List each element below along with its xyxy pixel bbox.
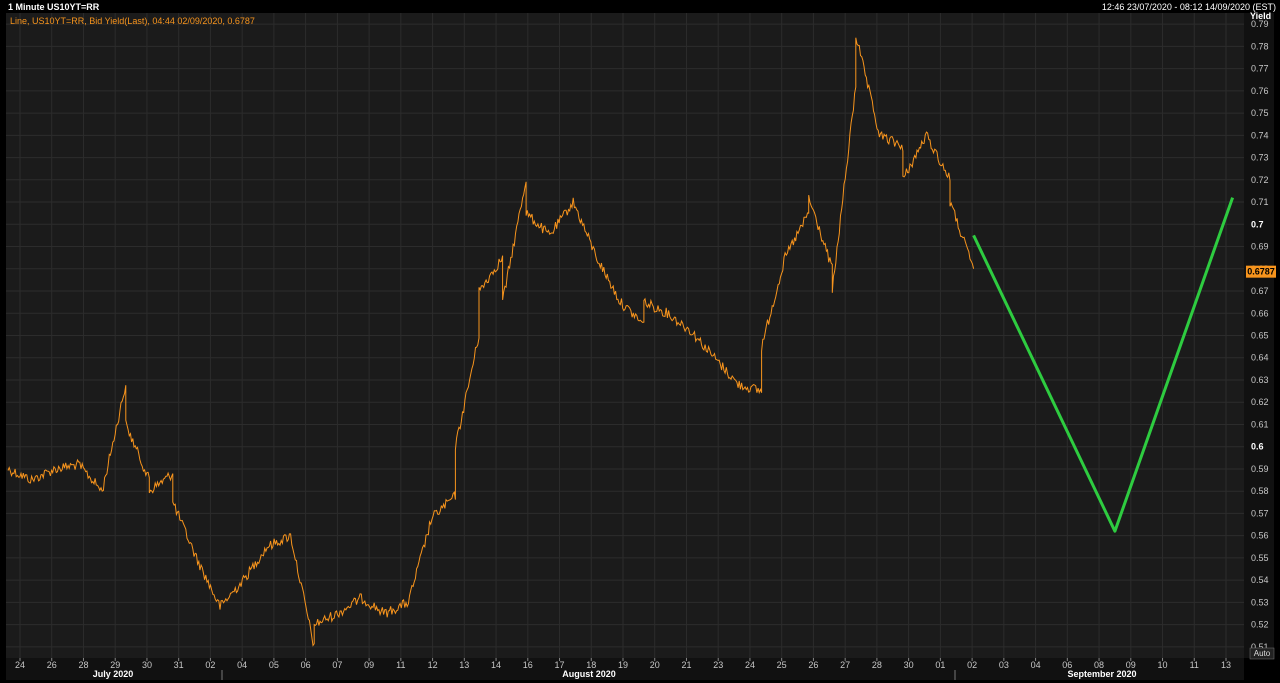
last-value-tag-text: 0.6787 bbox=[1247, 267, 1275, 277]
x-tick-label: 13 bbox=[459, 660, 469, 670]
x-tick-label: 31 bbox=[174, 660, 184, 670]
y-tick-label: 0.76 bbox=[1251, 86, 1269, 96]
auto-button[interactable]: Auto bbox=[1249, 647, 1275, 660]
legend-text: Line, US10YT=RR, Bid Yield(Last), 04:44 … bbox=[10, 16, 255, 26]
y-tick-label: 0.54 bbox=[1251, 575, 1269, 585]
x-tick-label: 12 bbox=[428, 660, 438, 670]
x-tick-label: 04 bbox=[1031, 660, 1041, 670]
y-tick-label: 0.61 bbox=[1251, 419, 1269, 429]
y-tick-label: 0.53 bbox=[1251, 597, 1269, 607]
auto-button-label[interactable]: Auto bbox=[1254, 649, 1271, 658]
x-tick-label: 07 bbox=[332, 660, 342, 670]
y-tick-label: 0.75 bbox=[1251, 108, 1269, 118]
x-tick-label: 19 bbox=[618, 660, 628, 670]
x-tick-label: 28 bbox=[872, 660, 882, 670]
right-axis-panel bbox=[1244, 13, 1274, 658]
x-tick-label: 05 bbox=[269, 660, 279, 670]
y-tick-label: 0.57 bbox=[1251, 508, 1269, 518]
x-tick-label: 25 bbox=[777, 660, 787, 670]
x-tick-label: 30 bbox=[904, 660, 914, 670]
x-tick-label: 02 bbox=[205, 660, 215, 670]
y-tick-label: 0.73 bbox=[1251, 153, 1269, 163]
x-tick-label: 29 bbox=[110, 660, 120, 670]
x-tick-label: 20 bbox=[650, 660, 660, 670]
y-axis-title: Yield bbox=[1250, 11, 1271, 21]
x-tick-label: 04 bbox=[237, 660, 247, 670]
x-tick-label: 24 bbox=[15, 660, 25, 670]
bottom-axis-panel bbox=[6, 658, 1244, 680]
x-tick-label: 21 bbox=[681, 660, 691, 670]
x-tick-label: 01 bbox=[935, 660, 945, 670]
x-tick-label: 13 bbox=[1221, 660, 1231, 670]
x-axis-ticks: 24 26 28 29 30 31 02 04 05 06 07 09 11 12 13 14 16 17 18 19… bbox=[15, 658, 1231, 670]
series-lines bbox=[7, 37, 1235, 647]
x-tick-label: 09 bbox=[1126, 660, 1136, 670]
x-tick-label: 09 bbox=[364, 660, 374, 670]
x-tick-label: 17 bbox=[555, 660, 565, 670]
header-title: 1 Minute US10YT=RR bbox=[8, 2, 100, 12]
y-tick-label: 0.51 bbox=[1251, 642, 1269, 652]
y-tick-label: 0.59 bbox=[1251, 464, 1269, 474]
x-tick-label: 28 bbox=[78, 660, 88, 670]
y-axis-ticks: 0.51 0.52 0.53 0.54 0.55 0.56 0.57 0.58 0.59 0.6 0… bbox=[1251, 19, 1269, 652]
x-tick-label: 02 bbox=[967, 660, 977, 670]
y-tick-label: 0.62 bbox=[1251, 397, 1269, 407]
x-tick-label: 16 bbox=[523, 660, 533, 670]
y-tick-label: 0.77 bbox=[1251, 64, 1269, 74]
y-tick-label: 0.71 bbox=[1251, 197, 1269, 207]
x-tick-label: 06 bbox=[1062, 660, 1072, 670]
x-tick-label: 24 bbox=[745, 660, 755, 670]
y-tick-label: 0.79 bbox=[1251, 19, 1269, 29]
series-line-yield bbox=[7, 37, 975, 647]
y-tick-label: 0.72 bbox=[1251, 175, 1269, 185]
y-tick-label: 0.7 bbox=[1251, 219, 1264, 229]
y-tick-label: 0.56 bbox=[1251, 531, 1269, 541]
y-tick-label: 0.67 bbox=[1251, 286, 1269, 296]
x-tick-label: 30 bbox=[142, 660, 152, 670]
y-tick-label: 0.52 bbox=[1251, 620, 1269, 630]
last-value-tag: 0.6787 bbox=[1246, 265, 1276, 278]
x-tick-label: 26 bbox=[808, 660, 818, 670]
last-value-tag-bg bbox=[1246, 265, 1276, 278]
x-tick-label: 18 bbox=[586, 660, 596, 670]
auto-button-bg[interactable] bbox=[1249, 647, 1275, 660]
month-label: August 2020 bbox=[562, 669, 616, 679]
x-tick-label: 11 bbox=[1190, 660, 1199, 670]
y-tick-label: 0.63 bbox=[1251, 375, 1269, 385]
y-tick-label: 0.74 bbox=[1251, 130, 1269, 140]
y-tick-label: 0.78 bbox=[1251, 41, 1269, 51]
x-tick-label: 10 bbox=[1158, 660, 1168, 670]
y-tick-label: 0.64 bbox=[1251, 353, 1269, 363]
header-range: 12:46 23/07/2020 - 08:12 14/09/2020 (EST… bbox=[1102, 2, 1276, 12]
y-tick-label: 0.6 bbox=[1251, 442, 1264, 452]
x-tick-label: 06 bbox=[301, 660, 311, 670]
month-label: July 2020 bbox=[93, 669, 134, 679]
x-tick-label: 03 bbox=[999, 660, 1009, 670]
grid bbox=[6, 13, 1244, 658]
month-label: September 2020 bbox=[1067, 669, 1136, 679]
x-tick-label: 26 bbox=[47, 660, 57, 670]
y-tick-label: 0.66 bbox=[1251, 308, 1269, 318]
y-tick-label: 0.65 bbox=[1251, 331, 1269, 341]
y-tick-label: 0.58 bbox=[1251, 486, 1269, 496]
x-tick-label: 08 bbox=[1094, 660, 1104, 670]
series-line-projection bbox=[972, 197, 1235, 533]
x-tick-label: 23 bbox=[713, 660, 723, 670]
x-tick-label: 11 bbox=[396, 660, 405, 670]
x-tick-label: 27 bbox=[840, 660, 850, 670]
month-labels: July 2020 August 2020 September 2020 bbox=[93, 669, 1137, 680]
y-tick-label: 0.69 bbox=[1251, 242, 1269, 252]
x-tick-label: 14 bbox=[491, 660, 501, 670]
y-tick-label: 0.55 bbox=[1251, 553, 1269, 563]
